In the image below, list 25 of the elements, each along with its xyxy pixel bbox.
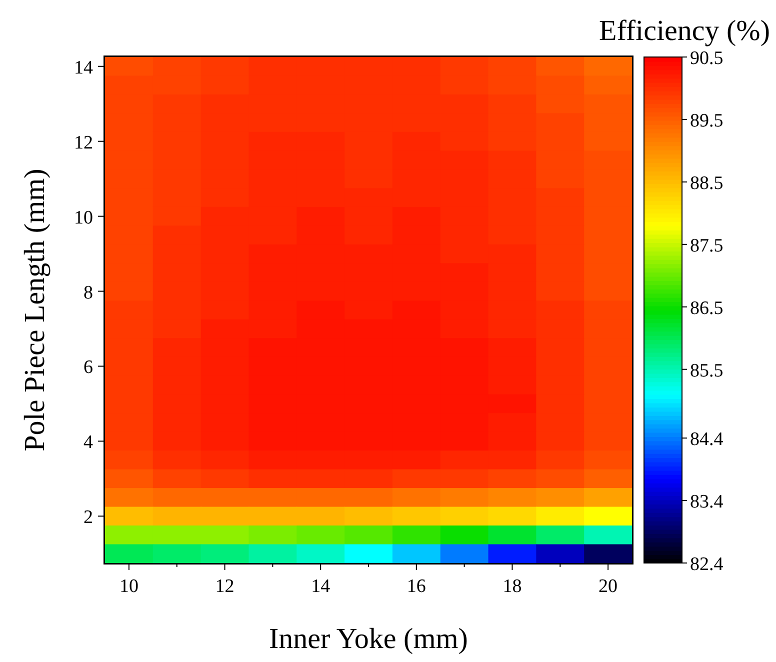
y-tick-label: 6	[84, 357, 93, 378]
y-tick-label: 2	[84, 507, 93, 528]
color-bar-label: 85.5	[690, 360, 724, 382]
y-tick-label: 14	[74, 57, 94, 78]
color-bar-label: 84.4	[690, 429, 724, 450]
color-bar-title: Efficiency (%)	[599, 15, 770, 47]
color-bar-label: 89.5	[690, 110, 724, 132]
color-bar-label: 83.4	[690, 492, 724, 513]
x-axis-title: Inner Yoke (mm)	[269, 623, 468, 655]
color-bar-label: 82.4	[690, 554, 724, 575]
color-bar-label: 90.5	[690, 48, 724, 69]
x-tick-label: 20	[598, 576, 618, 597]
y-tick-label: 8	[84, 282, 93, 304]
x-tick-label: 10	[119, 576, 138, 597]
y-tick-label: 4	[84, 432, 94, 454]
x-tick-label: 16	[406, 576, 426, 597]
color-bar-label: 88.5	[690, 172, 724, 194]
x-tick-label: 14	[311, 576, 331, 597]
color-bar-label: 87.5	[690, 235, 724, 256]
color-bar-label: 86.5	[690, 298, 724, 319]
x-tick-label: 12	[215, 576, 234, 597]
x-tick-label: 18	[502, 576, 522, 597]
y-tick-label: 10	[74, 207, 93, 228]
y-axis-title: Pole Piece Length (mm)	[19, 168, 51, 452]
y-tick-label: 12	[74, 132, 93, 154]
